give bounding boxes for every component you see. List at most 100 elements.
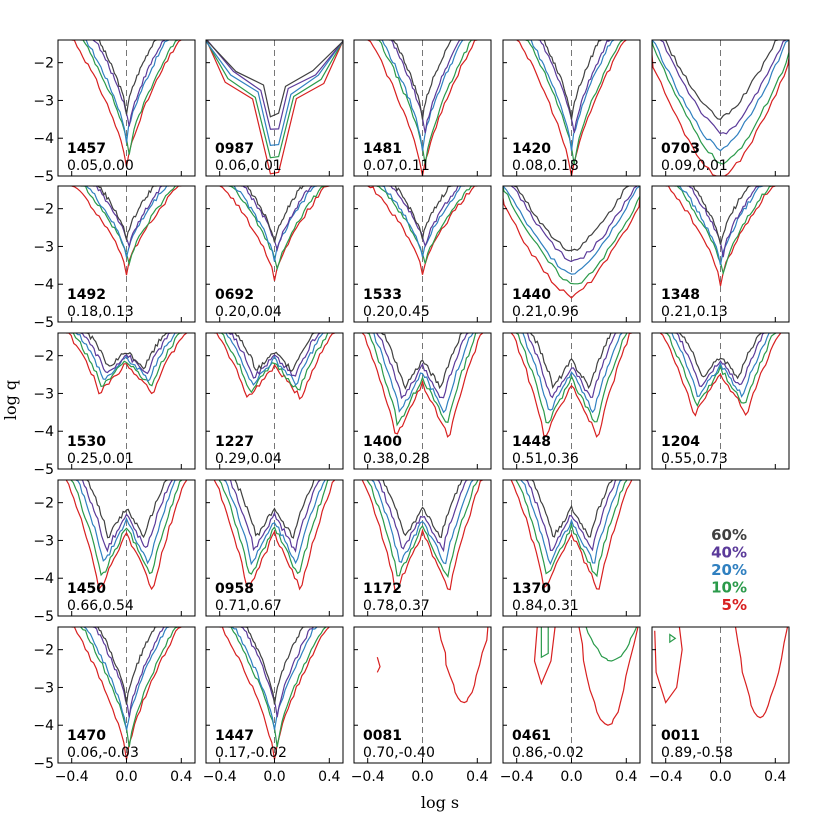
panel-id-label: 1530 bbox=[67, 434, 106, 450]
contour-line bbox=[515, 480, 628, 578]
contour-line bbox=[510, 186, 638, 263]
contour-line bbox=[96, 627, 157, 705]
contour-line bbox=[674, 333, 767, 388]
contours bbox=[71, 40, 182, 176]
x-axis-label: log s bbox=[421, 793, 459, 812]
panel-id-label: 0011 bbox=[661, 728, 700, 744]
panel-values-label: 0.21,0.96 bbox=[512, 304, 579, 320]
contour-line bbox=[380, 40, 465, 152]
y-tick-label: −5 bbox=[33, 315, 54, 331]
y-tick-label: −3 bbox=[33, 386, 54, 402]
contour-line bbox=[80, 40, 179, 155]
panel-id-label: 1450 bbox=[67, 581, 106, 597]
contour-line bbox=[228, 186, 326, 272]
legend: 60%40%20%10%5% bbox=[711, 526, 747, 614]
contour-line bbox=[92, 186, 166, 249]
contour-line bbox=[71, 186, 182, 276]
contour-line bbox=[503, 186, 640, 275]
contour-line bbox=[381, 480, 464, 539]
y-tick-label: −3 bbox=[33, 680, 54, 696]
y-tick-label: −4 bbox=[33, 131, 54, 147]
contour-line bbox=[232, 186, 318, 262]
contour-line bbox=[206, 40, 343, 130]
contour-line bbox=[92, 627, 166, 718]
panel-id-label: 1533 bbox=[363, 287, 402, 303]
contour-line bbox=[530, 480, 614, 538]
y-tick-label: −4 bbox=[33, 571, 54, 587]
contour-line bbox=[92, 40, 166, 127]
contours bbox=[654, 627, 789, 763]
contours bbox=[219, 627, 330, 763]
panel-values-label: 0.66,0.54 bbox=[67, 598, 134, 614]
panel-id-label: 1204 bbox=[661, 434, 700, 450]
y-axis-label: log q bbox=[1, 380, 20, 420]
panel-values-label: 0.05,0.00 bbox=[67, 158, 134, 174]
y-tick-label: −2 bbox=[33, 349, 54, 365]
contour-line bbox=[206, 40, 343, 146]
x-tick-label: −0.4 bbox=[55, 769, 89, 785]
panel-values-label: 0.20,0.45 bbox=[363, 304, 430, 320]
panel-id-label: 1400 bbox=[363, 434, 402, 450]
contours bbox=[361, 480, 484, 616]
contour-10pct-right bbox=[585, 627, 638, 662]
panel-id-label: 1348 bbox=[661, 287, 700, 303]
contours bbox=[65, 480, 188, 616]
contour-line bbox=[541, 40, 602, 120]
x-tick-label: 0.0 bbox=[709, 769, 731, 785]
contour-line bbox=[510, 333, 632, 438]
contour-line bbox=[380, 186, 465, 258]
contours bbox=[213, 480, 336, 616]
panel-values-label: 0.71,0.67 bbox=[215, 598, 282, 614]
panel-id-label: 1440 bbox=[512, 287, 551, 303]
contour-line bbox=[80, 186, 178, 267]
panel-id-label: 1457 bbox=[67, 141, 106, 157]
panel-values-label: 0.20,0.04 bbox=[215, 304, 282, 320]
panel-values-label: 0.55,0.73 bbox=[661, 451, 728, 467]
contour-line bbox=[206, 40, 343, 118]
x-tick-label: −0.4 bbox=[500, 769, 534, 785]
x-tick-label: −0.4 bbox=[203, 769, 237, 785]
contour-line bbox=[83, 627, 170, 731]
contour-line bbox=[361, 480, 484, 591]
contour-line bbox=[376, 333, 469, 400]
contour-line bbox=[66, 333, 188, 395]
contour-line bbox=[223, 333, 326, 386]
contours bbox=[533, 627, 639, 763]
panel-values-label: 0.38,0.28 bbox=[363, 451, 430, 467]
contour-line bbox=[376, 186, 474, 264]
y-tick-label: −4 bbox=[33, 718, 54, 734]
legend-entry: 60% bbox=[711, 526, 747, 544]
contour-line bbox=[231, 627, 318, 730]
panel-id-label: 1481 bbox=[363, 141, 402, 157]
contour-line bbox=[381, 333, 464, 390]
panel-id-label: 0692 bbox=[215, 287, 254, 303]
legend-entry: 20% bbox=[711, 561, 747, 579]
contour-5pct bbox=[438, 627, 489, 704]
contour-5pct-right bbox=[734, 627, 789, 719]
contour-line bbox=[366, 480, 479, 579]
contours bbox=[214, 333, 335, 469]
contour-line bbox=[71, 40, 182, 167]
legend-entry: 10% bbox=[711, 579, 747, 597]
contour-line bbox=[652, 40, 789, 152]
contour-line bbox=[659, 40, 787, 135]
contours bbox=[367, 186, 478, 322]
panel-id-label: 1227 bbox=[215, 434, 254, 450]
contours bbox=[516, 40, 627, 176]
panel-id-label: 1420 bbox=[512, 141, 551, 157]
y-tick-label: −5 bbox=[33, 462, 54, 478]
panel-id-label: 1172 bbox=[363, 581, 402, 597]
contour-line bbox=[233, 480, 316, 539]
contour-5pct-left bbox=[654, 627, 683, 704]
